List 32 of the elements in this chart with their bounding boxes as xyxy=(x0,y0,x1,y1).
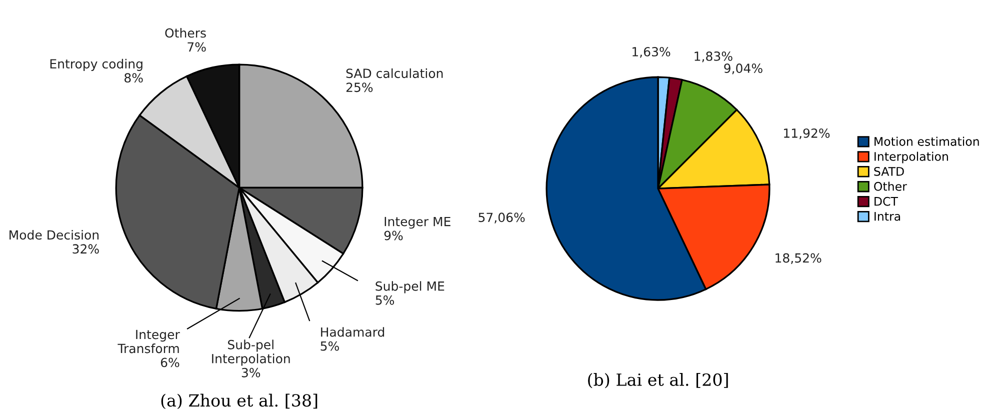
data-label: 5% xyxy=(320,341,339,351)
slice-label: Hadamard xyxy=(321,327,384,337)
data-label: 32% xyxy=(72,244,99,254)
slice-label: Others xyxy=(165,28,206,38)
data-label: 11,92% xyxy=(784,128,830,140)
slice-label: Entropy coding xyxy=(50,58,142,71)
slice-label: Sub-pel Interpolation xyxy=(212,340,290,366)
legend-label: Other xyxy=(874,182,907,191)
data-label: 9,04% xyxy=(724,64,762,74)
slice-label: Mode Decision xyxy=(10,230,99,240)
slice-label: Integer ME xyxy=(384,216,450,229)
data-label: 18,52% xyxy=(776,253,822,264)
slice-label: Sub-pel ME xyxy=(376,281,444,294)
data-label: 25% xyxy=(346,82,373,92)
legend-label: Motion estimation xyxy=(874,136,979,146)
legend-label: DCT xyxy=(874,196,898,206)
data-label: 1,83% xyxy=(694,51,732,62)
data-label: 3% xyxy=(242,368,260,378)
legend-label: SATD xyxy=(874,166,904,176)
slice-label: SAD calculation xyxy=(346,68,443,78)
data-label: 57,06% xyxy=(478,212,525,224)
data-label: 5% xyxy=(376,295,394,305)
text: (a) Zhou et al. [38] xyxy=(161,394,318,410)
data-label: 8% xyxy=(124,73,143,83)
slice-label: Integer Transform xyxy=(118,330,180,354)
text: (b) Lai et al. [20] xyxy=(588,373,728,388)
data-label: 7% xyxy=(188,42,206,52)
data-label: 6% xyxy=(160,358,180,368)
data-label: 1,63% xyxy=(632,46,670,58)
data-label: 9% xyxy=(384,230,403,240)
legend-label: Interpolation xyxy=(874,152,948,164)
legend-label: Intra xyxy=(874,212,900,221)
